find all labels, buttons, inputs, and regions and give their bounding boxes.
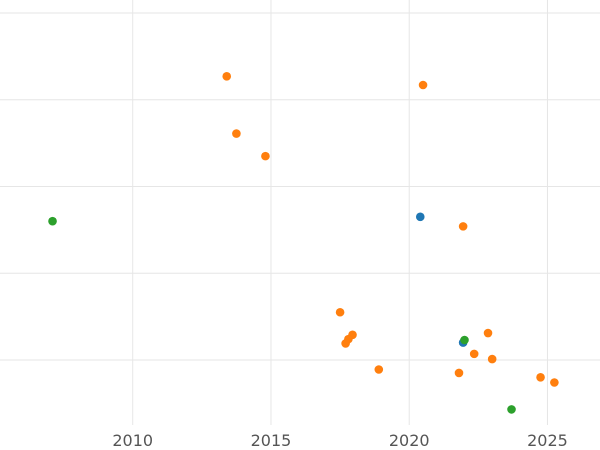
data-point-s1-3 xyxy=(261,151,270,161)
data-point-s1-2 xyxy=(232,129,241,138)
data-points xyxy=(48,72,559,414)
x-tick-labels: 2010 2015 2020 2025 xyxy=(112,431,567,450)
data-point-s1-13 xyxy=(454,368,464,378)
data-point-s1-9 xyxy=(341,339,350,348)
data-point-s2-1 xyxy=(460,335,469,345)
data-point-s1-12 xyxy=(374,365,384,374)
data-point-s1-0 xyxy=(222,72,232,81)
x-tick-label-2020: 2020 xyxy=(389,431,430,450)
data-point-s0-0 xyxy=(415,212,425,222)
data-point-s1-10 xyxy=(469,349,479,359)
x-tick-label-2015: 2015 xyxy=(251,431,292,450)
x-tick-label-2010: 2010 xyxy=(112,431,153,450)
data-point-s2-0 xyxy=(48,216,57,226)
x-tick-label-2025: 2025 xyxy=(527,431,568,450)
data-point-s1-15 xyxy=(550,378,559,387)
data-point-s1-5 xyxy=(335,307,345,317)
data-point-s1-11 xyxy=(487,354,497,364)
data-point-s1-1 xyxy=(418,80,428,90)
data-point-s1-6 xyxy=(483,328,493,338)
data-point-s1-14 xyxy=(536,372,545,382)
y-gridlines xyxy=(0,12,600,361)
data-point-s1-4 xyxy=(458,222,468,231)
data-point-s2-2 xyxy=(507,405,516,414)
x-gridlines xyxy=(132,0,548,425)
